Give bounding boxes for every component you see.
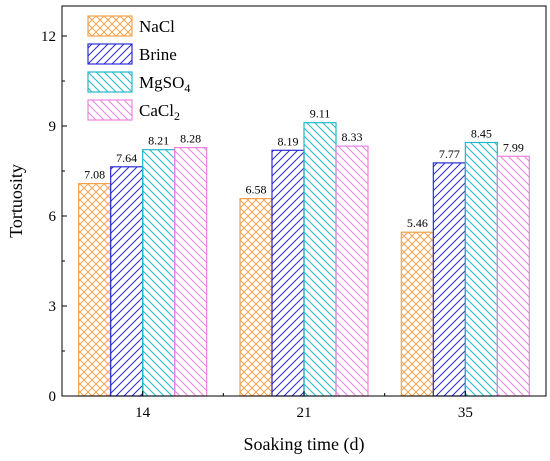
x-axis-title: Soaking time (d) <box>244 434 365 455</box>
x-tick-label-21: 21 <box>297 405 312 421</box>
y-axis-title: Tortuosity <box>6 164 26 238</box>
bar-cacl2-14 <box>174 147 208 397</box>
bar-brine-14 <box>110 166 144 397</box>
legend-label-cacl2: CaCl2 <box>139 101 180 123</box>
data-label-mgso4-14: 8.21 <box>148 134 169 148</box>
legend-label-mgso4: MgSO4 <box>139 73 190 95</box>
x-tick-label-35: 35 <box>458 405 473 421</box>
bar-brine-21 <box>271 149 305 397</box>
data-label-nacl-35: 5.46 <box>407 216 428 230</box>
bar-mgso4-14 <box>142 149 176 397</box>
data-label-nacl-21: 6.58 <box>246 183 267 197</box>
y-tick-label-3: 3 <box>49 299 57 315</box>
data-label-nacl-14: 7.08 <box>84 168 105 182</box>
data-label-mgso4-35: 8.45 <box>471 127 492 141</box>
x-tick-label-14: 14 <box>135 405 151 421</box>
data-label-cacl2-14: 8.28 <box>180 132 201 146</box>
data-labels-layer: 7.08 6.58 5.46 7.64 8.19 7.77 8.21 9.11 8.45 8.28… <box>84 107 524 231</box>
bar-cacl2-21 <box>335 145 369 397</box>
data-label-cacl2-21: 8.33 <box>342 130 363 144</box>
bar-mgso4-21 <box>303 122 337 397</box>
y-tick-label-6: 6 <box>49 209 57 225</box>
bar-nacl-35 <box>400 231 434 397</box>
bar-brine-35 <box>432 162 466 397</box>
bar-mgso4-35 <box>464 141 498 397</box>
x-axis: 14 21 35 <box>135 391 473 421</box>
y-axis: 0 3 6 9 12 <box>41 29 67 405</box>
legend-swatch-nacl <box>87 15 133 37</box>
y-tick-label-12: 12 <box>41 29 56 45</box>
legend-label-brine: Brine <box>139 45 177 64</box>
data-label-brine-14: 7.64 <box>116 151 137 165</box>
data-label-brine-35: 7.77 <box>439 147 460 161</box>
legend-swatch-cacl2 <box>87 99 133 121</box>
bars-layer <box>78 122 530 397</box>
legend-label-nacl: NaCl <box>139 17 175 36</box>
bar-nacl-21 <box>239 198 273 397</box>
data-label-mgso4-21: 9.11 <box>310 107 331 121</box>
bar-nacl-14 <box>78 183 112 397</box>
legend: NaCl Brine MgSO4 CaCl2 <box>87 15 190 123</box>
data-label-cacl2-35: 7.99 <box>503 140 524 154</box>
y-tick-label-0: 0 <box>49 389 57 405</box>
bar-cacl2-35 <box>496 155 530 397</box>
legend-swatch-brine <box>87 43 133 65</box>
y-tick-label-9: 9 <box>49 119 57 135</box>
data-label-brine-21: 8.19 <box>278 134 299 148</box>
legend-swatch-mgso4 <box>87 71 133 93</box>
